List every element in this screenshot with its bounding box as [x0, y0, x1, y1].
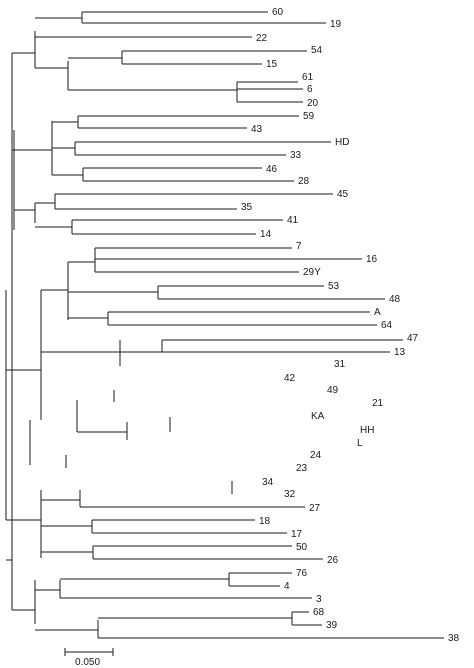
leaf-label-47: 47 [407, 333, 419, 344]
leaf-label-60: 60 [272, 7, 284, 18]
leaf-label-13: 13 [394, 347, 406, 358]
leaf-label-46: 46 [266, 164, 278, 175]
leaf-label-43: 43 [251, 124, 263, 135]
tree-branches [5, 11, 444, 639]
leaf-label-21: 21 [372, 398, 384, 409]
leaf-label-28: 28 [298, 176, 310, 187]
leaf-label-23: 23 [296, 463, 308, 474]
leaf-label-17: 17 [291, 529, 303, 540]
scale-bar: 0.050 [64, 648, 114, 668]
leaf-label-hh: HH [360, 425, 374, 436]
leaf-label-27: 27 [309, 503, 321, 514]
leaf-label-20: 20 [307, 98, 319, 109]
leaf-label-7: 7 [296, 241, 302, 252]
leaf-label-31: 31 [334, 359, 346, 370]
leaf-label-68: 68 [313, 607, 325, 618]
leaf-label-26: 26 [327, 555, 339, 566]
leaf-label-53: 53 [328, 281, 340, 292]
leaf-label-35: 35 [241, 202, 253, 213]
leaf-label-54: 54 [311, 45, 323, 56]
leaf-label-3: 3 [316, 594, 322, 605]
leaf-label-32: 32 [284, 489, 296, 500]
leaf-labels: 60 19 22 54 15 61 6 20 59 43 HD 33 46 28… [241, 7, 460, 644]
leaf-label-a: A [374, 307, 381, 318]
leaf-label-49: 49 [327, 385, 339, 396]
leaf-label-19: 19 [330, 19, 342, 30]
leaf-label-34: 34 [262, 477, 274, 488]
leaf-label-22: 22 [256, 33, 268, 44]
leaf-label-33: 33 [290, 150, 302, 161]
leaf-label-41: 41 [287, 215, 299, 226]
leaf-label-38: 38 [448, 633, 460, 644]
leaf-label-64: 64 [381, 320, 393, 331]
leaf-label-6: 6 [307, 84, 313, 95]
leaf-label-42: 42 [284, 373, 296, 384]
leaf-label-50: 50 [296, 542, 308, 553]
leaf-label-ka: KA [311, 411, 325, 422]
leaf-label-76: 76 [296, 568, 308, 579]
leaf-label-39: 39 [326, 620, 338, 631]
leaf-label-48: 48 [389, 294, 401, 305]
leaf-label-16: 16 [366, 254, 378, 265]
leaf-label-45: 45 [337, 189, 349, 200]
leaf-label-24: 24 [310, 450, 322, 461]
leaf-label-59: 59 [303, 111, 315, 122]
leaf-label-l: L [357, 438, 363, 449]
leaf-label-29y: 29Y [303, 267, 321, 278]
leaf-label-18: 18 [259, 516, 271, 527]
leaf-label-hd: HD [335, 137, 349, 148]
leaf-label-15: 15 [266, 59, 278, 70]
leaf-label-14: 14 [260, 229, 272, 240]
scale-bar-label: 0.050 [75, 657, 100, 668]
leaf-label-61: 61 [302, 72, 314, 83]
leaf-label-4: 4 [284, 581, 290, 592]
